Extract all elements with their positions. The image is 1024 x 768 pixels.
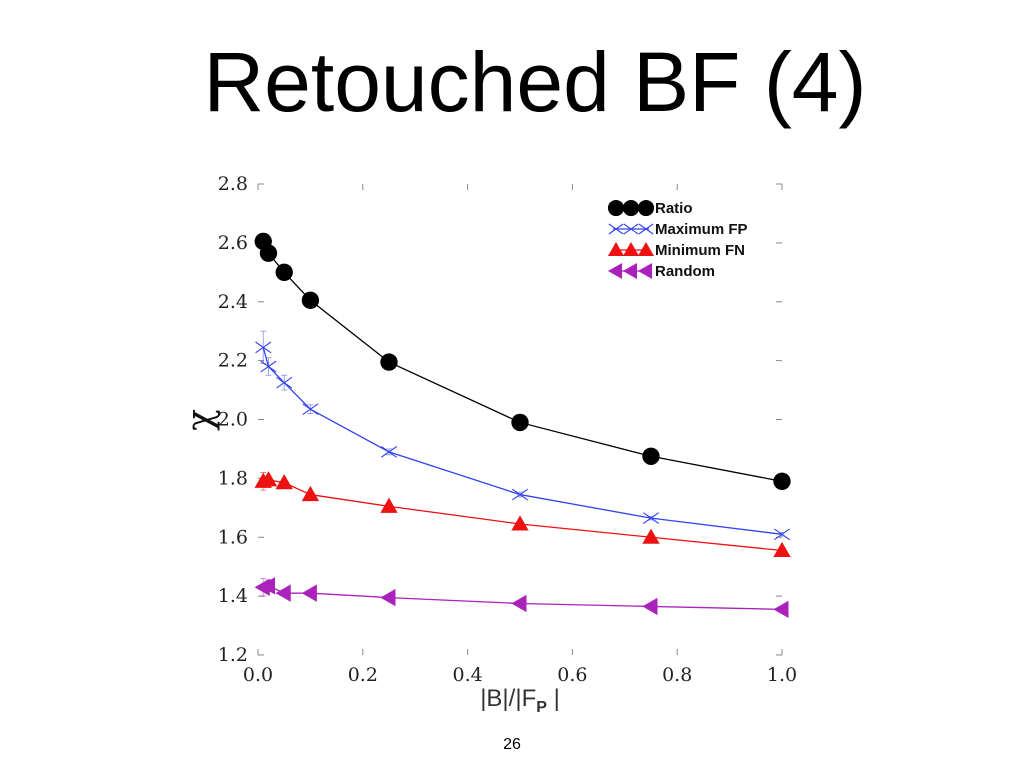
legend-marker-ratio (622, 199, 640, 217)
legend-marker-ratio (607, 199, 625, 217)
data-point-maximum-fp (380, 446, 398, 458)
legend-marker-random (622, 262, 638, 280)
data-point-maximum-fp (302, 403, 319, 416)
data-point-ratio (773, 472, 791, 490)
slide-number: 26 (503, 736, 521, 753)
data-point-random (259, 577, 275, 595)
data-point-minimum-fn (275, 474, 293, 490)
x-tick-label: 0.0 (243, 664, 273, 686)
legend-marker-maximum-fp (608, 223, 624, 235)
x-tick-label: 0.6 (557, 664, 587, 686)
data-point-maximum-fp (260, 360, 277, 373)
x-tick-label: 0.8 (662, 664, 692, 686)
y-tick-label: 1.2 (218, 644, 248, 666)
data-point-ratio (511, 413, 529, 432)
data-point-minimum-fn (511, 515, 529, 531)
data-point-ratio (259, 244, 278, 262)
series-line-maximum-fp (262, 347, 783, 535)
data-point-maximum-fp (642, 512, 660, 524)
legend-marker-random (637, 262, 653, 280)
data-point-random (275, 584, 291, 602)
data-point-minimum-fn (301, 485, 320, 502)
series-line-minimum-fn (263, 479, 783, 552)
data-point-minimum-fn (380, 497, 398, 513)
data-point-random (642, 597, 658, 616)
legend-label-ratio: Ratio (655, 200, 693, 217)
y-tick-label: 1.6 (218, 526, 248, 548)
legend-marker-maximum-fp (623, 223, 639, 235)
x-tick-label: 0.2 (348, 664, 378, 686)
x-axis-label: |B|/|FP | (480, 685, 560, 716)
data-point-maximum-fp (773, 528, 791, 541)
data-point-random (511, 594, 527, 613)
data-point-minimum-fn (773, 541, 791, 558)
data-point-random (301, 584, 317, 602)
data-point-maximum-fp (255, 341, 272, 354)
legend-label-random: Random (655, 263, 715, 280)
data-point-ratio (380, 353, 398, 371)
y-tick-label: 2.2 (218, 350, 248, 372)
legend-label-minimum-fn: Minimum FN (655, 242, 745, 259)
data-point-ratio (642, 447, 660, 465)
data-point-minimum-fn (259, 471, 278, 487)
data-point-maximum-fp (511, 488, 529, 501)
x-tick-label: 0.4 (452, 664, 482, 686)
y-tick-label: 2.4 (218, 291, 248, 313)
legend-marker-maximum-fp (638, 223, 654, 235)
y-tick-label: 1.8 (218, 467, 248, 489)
y-tick-label: 2.8 (218, 173, 248, 195)
legend-marker-ratio (637, 199, 655, 217)
data-point-random (380, 588, 396, 607)
data-point-maximum-fp (276, 376, 293, 389)
data-point-minimum-fn (642, 528, 660, 544)
data-point-ratio (301, 291, 320, 309)
y-axis-label: χ (180, 409, 221, 431)
legend-marker-random (607, 262, 623, 280)
legend-marker-minimum-fn (637, 241, 655, 257)
legend-marker-minimum-fn (622, 241, 640, 257)
data-point-random (773, 600, 789, 619)
y-tick-label: 1.4 (218, 585, 248, 607)
slide-title: Retouched BF (4) (203, 35, 867, 129)
data-point-ratio (275, 263, 293, 281)
y-tick-label: 2.6 (218, 232, 248, 254)
y-tick-label: 2.0 (218, 409, 248, 431)
legend-label-maximum-fp: Maximum FP (655, 221, 748, 238)
legend-marker-minimum-fn (607, 241, 625, 257)
x-tick-label: 1.0 (767, 664, 797, 686)
